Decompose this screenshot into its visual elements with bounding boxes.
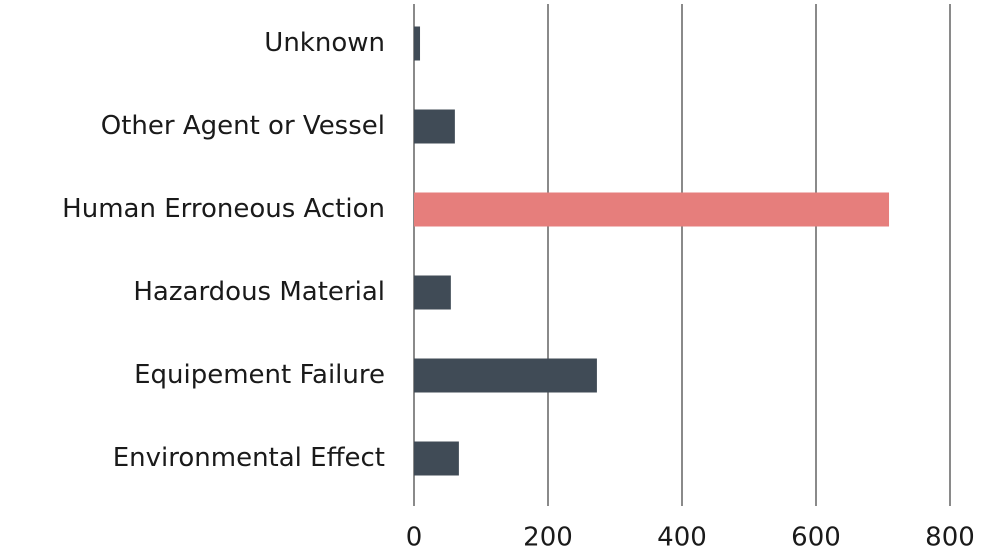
bar [414,109,455,144]
x-tick-label: 0 [406,523,423,553]
bar [414,358,597,393]
y-tick-label: Unknown [264,28,385,58]
y-tick-label: Environmental Effect [113,443,385,473]
bar [414,441,459,476]
y-tick-label: Equipement Failure [134,360,385,390]
bar [414,26,421,61]
bar [414,192,890,227]
bar [414,275,451,310]
x-tick-label: 600 [791,523,841,553]
y-tick-label: Hazardous Material [133,277,385,307]
y-tick-label: Human Erroneous Action [62,194,385,224]
y-tick-label: Other Agent or Vessel [101,111,385,141]
x-tick-label: 800 [925,523,975,553]
x-tick-label: 400 [657,523,707,553]
x-tick-label: 200 [523,523,573,553]
